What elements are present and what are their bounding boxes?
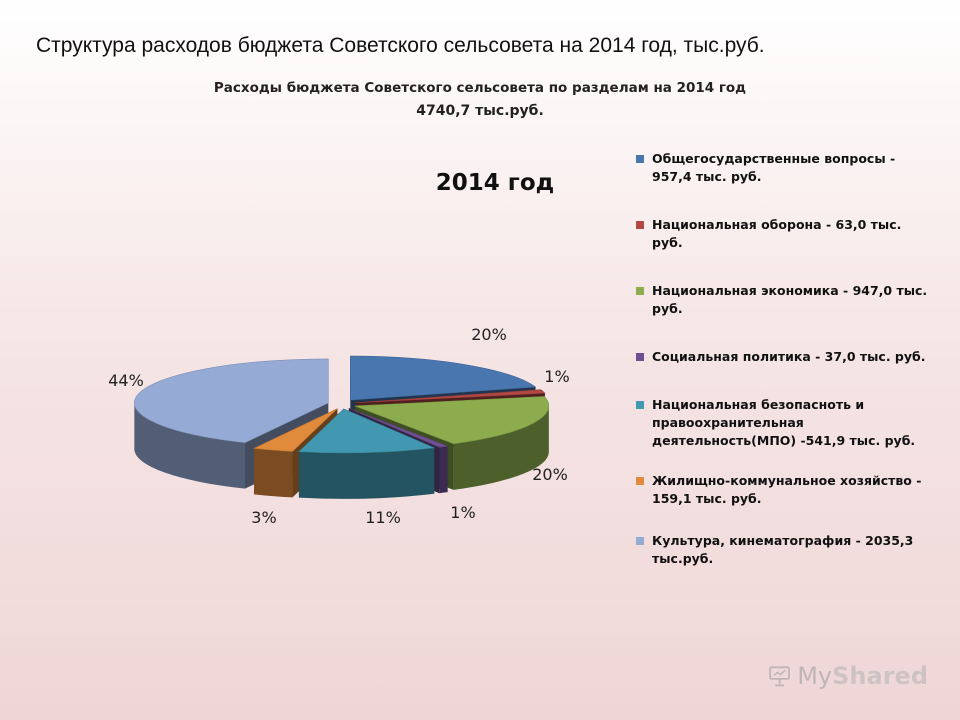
chart-title: Расходы бюджета Советского сельсовета по… [213, 80, 747, 96]
pie-slice [252, 408, 338, 452]
legend-item: Общегосударственные вопросы - 957,4 тыс.… [636, 150, 936, 186]
legend-label: Жилищно-коммунальное хозяйство - 159,1 т… [652, 473, 922, 506]
legend-item: Жилищно-коммунальное хозяйство - 159,1 т… [636, 472, 936, 508]
pie-percent-label: 44% [108, 371, 144, 390]
pie-slice-side [254, 448, 293, 498]
pie-slice-side [134, 402, 245, 489]
legend-swatch [636, 401, 644, 409]
pie-percent-label: 1% [450, 503, 475, 522]
legend-item: Национальная безопасноть и правоохраните… [636, 396, 936, 450]
legend-label: Социальная политика - 37,0 тыс. руб. [652, 349, 926, 364]
pie-slice-side [439, 446, 448, 494]
pie-slice [134, 358, 329, 443]
legend-item: Культура, кинематография - 2035,3 тыс.ру… [636, 532, 936, 568]
legend-swatch [636, 221, 644, 229]
legend-swatch [636, 287, 644, 295]
pie-percent-label: 3% [251, 508, 276, 527]
watermark-text: MyShared [797, 662, 928, 690]
pie-slice [348, 407, 448, 448]
pie-slice [355, 389, 546, 404]
presentation-board-icon [769, 666, 790, 687]
pie-slice-side [298, 447, 435, 499]
pie-percent-label: 20% [532, 465, 568, 484]
legend-swatch [636, 353, 644, 361]
pie-slice [349, 355, 537, 401]
legend-swatch [636, 155, 644, 163]
watermark: MyShared [768, 656, 928, 696]
pie-percent-label: 1% [544, 367, 569, 386]
pie-percent-label: 11% [365, 508, 401, 527]
pie-slice-side [453, 405, 549, 490]
legend-item: Социальная политика - 37,0 тыс. руб. [636, 348, 936, 366]
chart-inner-title: 2014 год [435, 170, 555, 196]
chart-subtitle: 4740,7 тыс.руб. [416, 103, 544, 119]
slide-title: Структура расходов бюджета Советского се… [36, 34, 765, 57]
legend-label: Национальная экономика - 947,0 тыс. руб. [652, 283, 928, 316]
pie-slice [354, 396, 550, 445]
legend-swatch [636, 537, 644, 545]
legend-swatch [636, 477, 644, 485]
pie-slice [298, 408, 436, 454]
legend-item: Национальная экономика - 947,0 тыс. руб. [636, 282, 936, 318]
legend-item: Национальная оборона - 63,0 тыс. руб. [636, 216, 936, 252]
legend-label: Национальная безопасноть и правоохраните… [652, 397, 916, 448]
legend-label: Культура, кинематография - 2035,3 тыс.ру… [652, 533, 914, 566]
legend-label: Национальная оборона - 63,0 тыс. руб. [652, 217, 902, 250]
pie-percent-label: 20% [471, 325, 507, 344]
legend-label: Общегосударственные вопросы - 957,4 тыс.… [652, 151, 896, 184]
chart-legend: Общегосударственные вопросы - 957,4 тыс.… [636, 150, 936, 568]
